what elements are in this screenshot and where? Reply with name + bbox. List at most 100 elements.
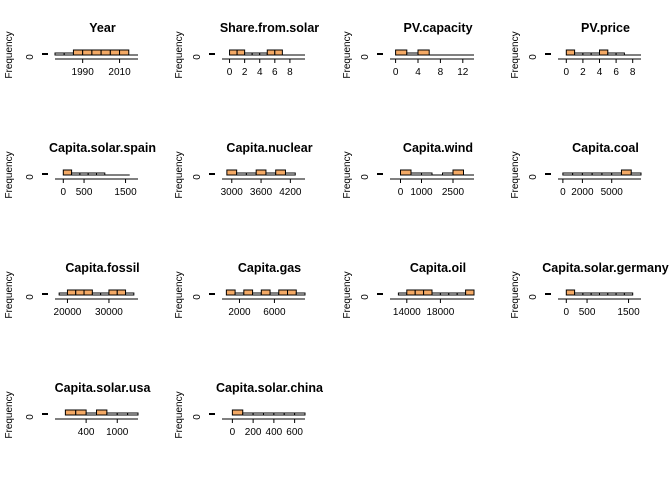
- y-tick-label: 0: [528, 54, 539, 60]
- x-tick-label: 3000: [221, 187, 244, 198]
- panel-title: Year: [89, 21, 116, 35]
- x-tick-label: 0: [230, 427, 236, 438]
- histogram-bar: [62, 169, 73, 176]
- x-tick-label: 8: [630, 67, 636, 78]
- histogram-bar: [255, 169, 267, 176]
- y-tick-label: 0: [192, 294, 203, 300]
- histogram-bar: [287, 289, 297, 296]
- y-tick-label: 0: [192, 54, 203, 60]
- y-axis-label: Frequency: [342, 31, 353, 78]
- x-tick-label: 0: [560, 187, 566, 198]
- y-axis-label: Frequency: [342, 151, 353, 198]
- x-tick-label: 5000: [601, 187, 624, 198]
- x-tick-label: 0: [227, 67, 233, 78]
- histogram-bar: [400, 169, 412, 176]
- histogram-panel: Year Frequency 0 1990 2010: [4, 21, 138, 79]
- panel-title: Capita.solar.usa: [55, 381, 152, 395]
- panel-title: Capita.nuclear: [226, 141, 312, 155]
- histogram-panel: Capita.nuclear Frequency 0 3000 3600 4200: [174, 141, 313, 199]
- histogram-bar: [236, 49, 246, 56]
- y-tick-label: 0: [360, 54, 371, 60]
- histogram-bar: [119, 49, 130, 56]
- y-tick-label: 0: [25, 294, 36, 300]
- histogram-bar: [565, 289, 576, 296]
- x-tick-label: 14000: [393, 307, 421, 318]
- histogram-bar: [406, 289, 416, 296]
- y-tick-label: 0: [360, 294, 371, 300]
- y-tick-label: 0: [25, 414, 36, 420]
- x-tick-label: 2500: [442, 187, 465, 198]
- x-tick-label: 1500: [114, 187, 137, 198]
- histogram-bar: [75, 409, 87, 416]
- panel-title: Capita.oil: [410, 261, 466, 275]
- histogram-bar: [64, 409, 77, 416]
- x-tick-label: 0: [398, 187, 404, 198]
- histogram-bar: [620, 169, 632, 176]
- y-tick-label: 0: [25, 54, 36, 60]
- histogram-bar: [72, 49, 84, 56]
- histogram-bar: [274, 49, 283, 56]
- y-axis-label: Frequency: [342, 271, 353, 318]
- histogram-bar: [266, 49, 276, 56]
- x-tick-label: 1000: [410, 187, 433, 198]
- x-tick-label: 12: [457, 67, 469, 78]
- x-tick-label: 30000: [95, 307, 123, 318]
- x-tick-label: 500: [76, 187, 93, 198]
- panel-title: Share.from.solar: [220, 21, 319, 35]
- x-tick-label: 0: [564, 67, 570, 78]
- y-axis-label: Frequency: [510, 31, 521, 78]
- histogram-bar: [66, 289, 77, 296]
- histogram-bar: [465, 289, 475, 296]
- y-tick-label: 0: [192, 174, 203, 180]
- y-axis-label: Frequency: [4, 31, 15, 78]
- x-tick-label: 600: [286, 427, 303, 438]
- x-tick-label: 1990: [72, 67, 95, 78]
- histogram-panel: Capita.solar.usa Frequency 0 400 1000: [4, 381, 151, 439]
- histogram-bar: [278, 289, 289, 296]
- x-tick-label: 2: [580, 67, 586, 78]
- x-tick-label: 4200: [279, 187, 302, 198]
- histogram-bar: [395, 49, 408, 56]
- histogram-bar: [109, 49, 121, 56]
- x-tick-label: 2010: [108, 67, 131, 78]
- histogram-bar: [75, 289, 85, 296]
- x-tick-label: 8: [438, 67, 444, 78]
- x-tick-label: 6: [613, 67, 619, 78]
- histogram-panel: Capita.fossil Frequency 0 20000 30000: [4, 261, 140, 319]
- x-tick-label: 0: [564, 307, 570, 318]
- x-tick-label: 18000: [426, 307, 454, 318]
- x-tick-label: 1500: [617, 307, 640, 318]
- x-tick-label: 8: [287, 67, 293, 78]
- histogram-panel: Capita.coal Frequency 0 0 2000 5000: [510, 141, 642, 199]
- x-tick-label: 1000: [106, 427, 129, 438]
- histogram-bar: [83, 289, 93, 296]
- x-tick-label: 4: [597, 67, 603, 78]
- histogram-bar: [423, 289, 433, 296]
- histogram-panel: Capita.wind Frequency 0 0 1000 2500: [342, 141, 474, 199]
- histogram-bar: [417, 49, 430, 56]
- histogram-bar: [100, 49, 111, 56]
- histogram-bar: [91, 49, 102, 56]
- histogram-bar: [275, 169, 286, 176]
- histogram-bar: [225, 289, 236, 296]
- histogram-bar: [116, 289, 127, 296]
- x-tick-label: 0: [61, 187, 67, 198]
- y-axis-label: Frequency: [174, 151, 185, 198]
- histogram-bar: [108, 289, 118, 296]
- panel-title: PV.price: [581, 21, 630, 35]
- panel-title: Capita.solar.germany: [542, 261, 668, 275]
- histogram-bar: [243, 289, 254, 296]
- histogram-panel: Capita.oil Frequency 0 14000 18000: [342, 261, 475, 319]
- panel-title: Capita.coal: [572, 141, 639, 155]
- histogram-bar: [226, 169, 238, 176]
- histogram-bar: [96, 409, 108, 416]
- x-tick-label: 3600: [250, 187, 273, 198]
- histogram-bar: [229, 49, 238, 56]
- x-tick-label: 400: [78, 427, 95, 438]
- histogram-panel: Capita.gas Frequency 0 2000 6000: [174, 261, 306, 319]
- x-tick-label: 4: [257, 67, 263, 78]
- panel-title: Capita.gas: [238, 261, 301, 275]
- y-tick-label: 0: [528, 174, 539, 180]
- panel-title: PV.capacity: [403, 21, 472, 35]
- y-axis-label: Frequency: [510, 151, 521, 198]
